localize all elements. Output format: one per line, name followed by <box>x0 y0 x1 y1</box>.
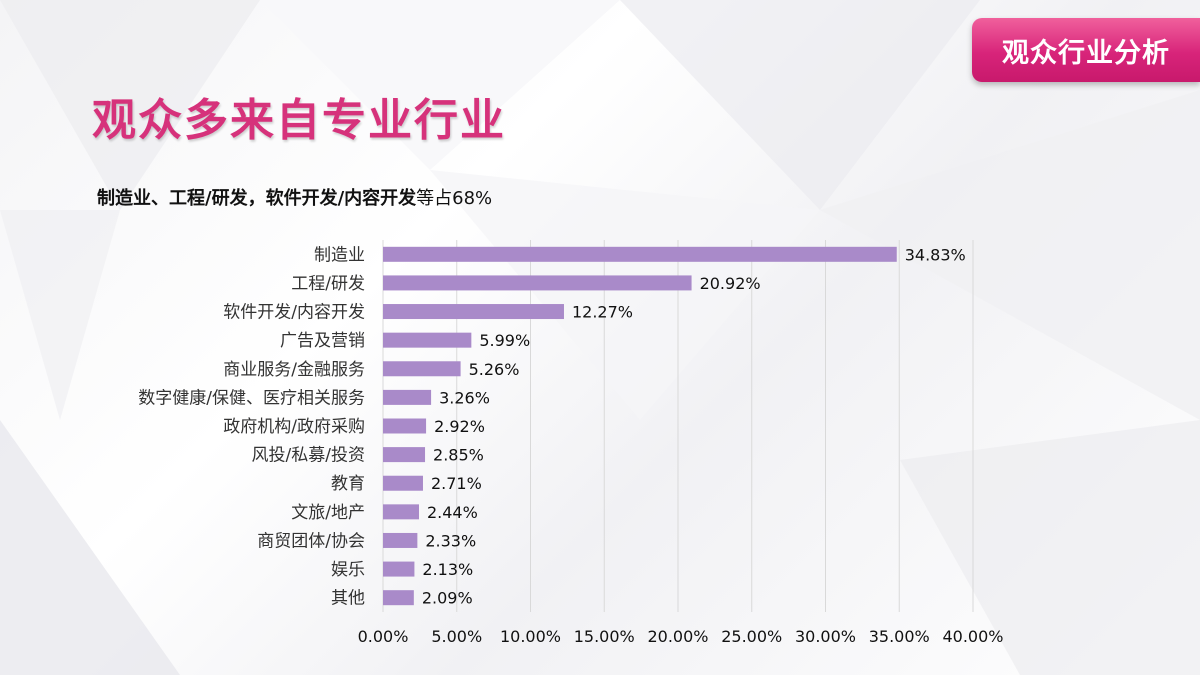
x-tick-label: 5.00% <box>431 627 482 646</box>
bar <box>383 561 415 577</box>
data-label: 34.83% <box>905 245 966 264</box>
category-label: 风投/私募/投资 <box>252 446 365 466</box>
x-tick-label: 15.00% <box>574 627 635 646</box>
chart-subtitle: 制造业、工程/研发，软件开发/内容开发等占68% <box>97 184 492 210</box>
category-label: 教育 <box>331 474 365 494</box>
bar <box>383 275 692 291</box>
category-label: 广告及营销 <box>280 331 365 351</box>
bar <box>383 475 423 491</box>
bar <box>383 361 461 377</box>
category-label: 其他 <box>331 589 365 609</box>
bar <box>383 389 432 405</box>
data-label: 3.26% <box>439 388 490 407</box>
data-label: 2.71% <box>431 474 482 493</box>
x-tick-label: 30.00% <box>795 627 856 646</box>
subtitle-bold: 制造业、工程/研发，软件开发/内容开发 <box>97 188 417 209</box>
bar <box>383 504 419 520</box>
category-label: 制造业 <box>314 245 365 265</box>
category-label: 工程/研发 <box>291 274 365 294</box>
data-label: 5.26% <box>469 360 520 379</box>
x-tick-label: 35.00% <box>869 627 930 646</box>
category-label: 软件开发/内容开发 <box>223 303 365 323</box>
data-label: 2.09% <box>422 589 473 608</box>
category-label: 娱乐 <box>331 560 365 580</box>
bar <box>383 332 472 348</box>
x-tick-label: 20.00% <box>647 627 708 646</box>
category-label: 文旅/地产 <box>291 503 365 523</box>
bar <box>383 246 897 262</box>
bar <box>383 532 418 548</box>
category-label: 数字健康/保健、医疗相关服务 <box>138 388 365 408</box>
data-label: 12.27% <box>572 303 633 322</box>
data-label: 2.85% <box>433 446 484 465</box>
page-title: 观众多来自专业行业 <box>92 95 506 146</box>
category-label: 商贸团体/协会 <box>257 531 365 551</box>
subtitle-normal: 等占68% <box>416 188 493 209</box>
section-badge: 观众行业分析 <box>972 18 1200 82</box>
data-label: 2.92% <box>434 417 485 436</box>
bar <box>383 304 564 320</box>
data-label: 5.99% <box>479 331 530 350</box>
data-label: 2.13% <box>422 560 473 579</box>
data-label: 20.92% <box>700 274 761 293</box>
bar <box>383 590 414 606</box>
data-label: 2.44% <box>427 503 478 522</box>
bar <box>383 418 427 434</box>
data-label: 2.33% <box>425 531 476 550</box>
category-label: 政府机构/政府采购 <box>223 417 365 437</box>
x-tick-label: 10.00% <box>500 627 561 646</box>
category-label: 商业服务/金融服务 <box>223 360 365 380</box>
bar <box>383 447 426 463</box>
x-tick-label: 0.00% <box>358 627 409 646</box>
x-tick-label: 40.00% <box>942 627 1003 646</box>
x-tick-label: 25.00% <box>721 627 782 646</box>
